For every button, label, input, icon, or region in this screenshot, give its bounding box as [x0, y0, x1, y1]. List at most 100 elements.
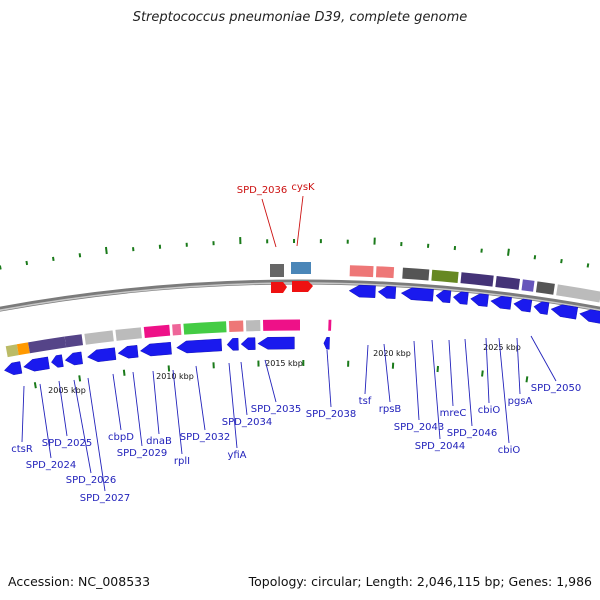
gene-arrow — [550, 304, 579, 320]
cog-bar — [431, 269, 459, 283]
cog-bar — [16, 342, 30, 356]
cog-bar — [228, 320, 244, 332]
gene-label: mreC — [440, 408, 467, 419]
gene-label: rplI — [174, 456, 190, 467]
label-leader — [448, 339, 454, 407]
gene-arrow — [400, 287, 434, 302]
cog-bar — [349, 265, 374, 278]
gene-label: cbiO — [478, 405, 501, 416]
outer-tick — [560, 258, 563, 264]
cog-bar — [115, 327, 142, 341]
label-leader — [264, 359, 277, 403]
label-leader — [112, 373, 122, 431]
cog-bar — [64, 334, 84, 348]
gene-label: dnaB — [146, 436, 172, 447]
inner-tick — [33, 382, 37, 389]
cog-bar — [460, 272, 494, 287]
label-leader — [21, 385, 25, 443]
scale-label: 2025 kbp — [483, 343, 521, 352]
gene-arrow — [452, 291, 469, 305]
gene-label: ctsR — [11, 444, 33, 455]
gene-arrow — [117, 345, 139, 359]
gene-arrow — [533, 301, 550, 315]
scale-label: 2010 kbp — [156, 372, 194, 381]
gene-arrow — [348, 284, 376, 298]
gene-arrow — [323, 336, 330, 350]
cog-bar — [521, 279, 535, 292]
gene-label: SPD_2044 — [415, 441, 466, 452]
cog-bar — [375, 266, 395, 279]
gene-arrow — [64, 351, 83, 366]
genome-summary-text: Topology: circular; Length: 2,046,115 bp… — [248, 574, 592, 589]
outer-tick — [0, 265, 2, 270]
gene-arrow — [490, 295, 512, 310]
gene-arrow — [240, 337, 256, 351]
label-leader — [195, 365, 206, 431]
gene-label: SPD_2024 — [26, 460, 77, 471]
cog-bar — [143, 324, 171, 338]
gene-label: SPD_2050 — [531, 383, 582, 394]
cog-bar — [495, 276, 521, 290]
label-leader — [296, 195, 304, 247]
gene-arrow — [470, 293, 489, 307]
label-leader — [132, 371, 143, 447]
gene-label: SPD_2046 — [447, 428, 498, 439]
gene-label: pgsA — [508, 396, 533, 407]
cog-category-bars — [5, 262, 600, 358]
gene-label: SPD_2038 — [306, 409, 357, 420]
gene-label: SPD_2026 — [66, 475, 117, 486]
gene-label: SPD_2035 — [251, 404, 302, 415]
gene-label: cysK — [291, 182, 315, 193]
gene-arrows — [4, 281, 600, 376]
gene-labels: ctsR SPD_2024 SPD_2025 SPD_2026 SPD_2027 cbpD… — [11, 182, 581, 504]
inner-tick-ring — [33, 360, 529, 389]
gene-label: rpsB — [379, 404, 402, 415]
gene-arrow — [176, 338, 223, 354]
gene-label: SPD_2034 — [222, 417, 273, 428]
label-leader — [240, 361, 248, 416]
gene-arrow-spd2036 — [271, 282, 287, 293]
gene-arrow-cysk — [292, 281, 313, 292]
scale-label: 2015 kbp — [265, 359, 303, 368]
label-leader — [485, 337, 490, 404]
cog-bar — [402, 267, 430, 281]
outer-tick-ring — [0, 237, 590, 270]
label-leader — [498, 337, 510, 444]
inner-tick — [481, 370, 484, 377]
gene-arrow — [513, 298, 533, 313]
cog-bar — [28, 336, 67, 354]
inner-tick — [525, 376, 529, 383]
cog-bar — [5, 344, 19, 358]
label-leader — [87, 377, 106, 492]
cog-bar — [183, 321, 227, 335]
inner-tick — [436, 365, 440, 373]
outer-tick — [52, 256, 55, 262]
label-leader — [261, 198, 277, 248]
gene-arrow — [87, 347, 117, 363]
gene-label: cbpD — [108, 432, 134, 443]
outer-tick — [25, 260, 29, 266]
label-leader-lines — [21, 195, 557, 492]
label-leader — [464, 338, 473, 427]
label-leader — [73, 379, 92, 474]
genome-title: Streptococcus pneumoniae D39, complete g… — [132, 10, 468, 25]
gene-label: cbiO — [498, 445, 521, 456]
gene-arrow — [257, 336, 295, 350]
gene-arrow — [4, 361, 23, 376]
gene-label: SPD_2043 — [394, 422, 445, 433]
inner-tick — [122, 369, 126, 376]
label-leader — [326, 349, 332, 408]
label-leader — [516, 337, 521, 395]
gene-arrow — [51, 354, 64, 368]
gene-arrow — [435, 289, 452, 304]
label-leader — [58, 380, 68, 437]
label-leader — [152, 370, 160, 435]
cog-bar — [535, 281, 555, 295]
gene-label: tsf — [359, 396, 372, 407]
label-leader — [383, 343, 391, 403]
label-leader — [413, 340, 420, 421]
scale-label: 2020 kbp — [373, 349, 411, 358]
label-leader — [431, 339, 441, 440]
gene-label: SPD_2027 — [80, 493, 131, 504]
